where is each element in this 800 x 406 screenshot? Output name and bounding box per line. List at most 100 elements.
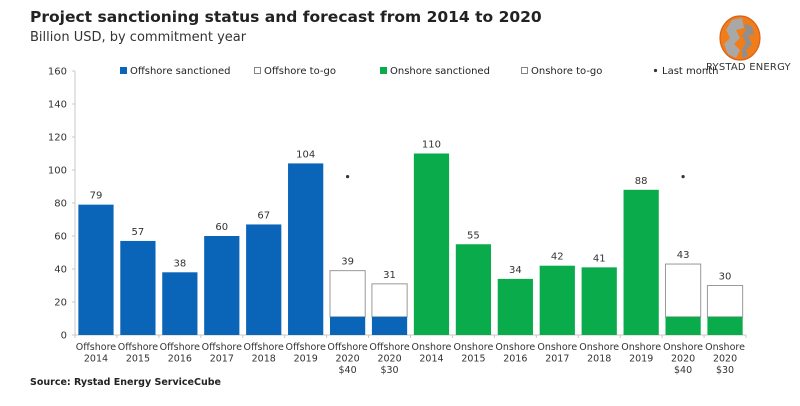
data-label: 39 (341, 257, 354, 268)
x-tick-label: $40 (339, 365, 357, 376)
chart-subtitle: Billion USD, by commitment year (30, 30, 247, 45)
last-month-marker (345, 175, 350, 179)
x-tick-label: $30 (380, 365, 398, 376)
x-tick-label: 2020 (377, 354, 401, 365)
bar-sanctioned (246, 224, 282, 335)
x-tick-label: Offshore (285, 342, 326, 353)
legend-swatch (521, 67, 528, 74)
data-label: 38 (173, 258, 186, 269)
x-tick-label: $40 (674, 365, 692, 376)
x-tick-label: Onshore (537, 342, 577, 353)
data-label: 43 (677, 250, 690, 261)
data-label: 60 (215, 222, 228, 233)
data-label: 55 (467, 230, 480, 241)
x-tick-label: 2018 (252, 354, 276, 365)
x-tick-label: 2015 (461, 354, 485, 365)
last-month-marker (681, 175, 685, 179)
bar-sanctioned (329, 316, 366, 335)
bar-sanctioned (162, 272, 198, 335)
x-tick-label: Onshore (495, 342, 535, 353)
bar-sanctioned (497, 278, 533, 335)
x-tick-label: Onshore (453, 342, 493, 353)
data-label: 88 (635, 176, 648, 187)
bar-sanctioned (623, 189, 659, 335)
source-note: Source: Rystad Energy ServiceCube (30, 377, 221, 388)
y-tick-label: 160 (48, 67, 67, 78)
globe-logo-icon (719, 15, 761, 61)
legend-label: Onshore to-go (531, 66, 602, 77)
x-tick-label: Offshore (244, 342, 285, 353)
y-tick-label: 100 (48, 166, 67, 177)
x-tick-label: Offshore (76, 342, 117, 353)
data-label: 42 (551, 252, 564, 263)
x-tick-label: 2019 (629, 354, 653, 365)
bar-sanctioned (665, 316, 701, 335)
x-tick-label: Onshore (412, 342, 452, 353)
data-label: 104 (296, 149, 315, 160)
legend-swatch (254, 67, 261, 74)
data-label: 41 (593, 253, 606, 264)
y-tick-label: 40 (54, 265, 67, 276)
x-tick-label: Offshore (202, 342, 243, 353)
bar-sanctioned (78, 204, 114, 335)
legend-item: Last month (653, 66, 718, 77)
legend-swatch (120, 67, 127, 74)
x-tick-label: Onshore (579, 342, 619, 353)
data-label: 31 (383, 270, 396, 281)
x-tick-label: 2016 (168, 354, 192, 365)
x-tick-label: 2017 (545, 354, 569, 365)
bar-sanctioned (455, 244, 492, 335)
y-tick-label: 60 (54, 232, 67, 243)
bar-sanctioned (581, 267, 617, 335)
data-label: 57 (132, 227, 145, 238)
legend-label: Offshore to-go (264, 66, 336, 77)
data-label: 30 (719, 272, 732, 283)
y-tick-label: 0 (61, 331, 67, 342)
bar-to-go (706, 285, 744, 318)
x-tick-label: 2020 (713, 354, 737, 365)
data-label: 79 (90, 191, 103, 202)
bar-to-go (371, 283, 408, 318)
bar-sanctioned (120, 240, 156, 335)
bar-to-go (329, 270, 366, 318)
data-label: 34 (509, 265, 522, 276)
bar-sanctioned (413, 153, 450, 335)
x-tick-label: Onshore (705, 342, 745, 353)
legend-label: Onshore sanctioned (390, 66, 490, 77)
x-tick-label: 2019 (294, 354, 318, 365)
legend-label: Last month (662, 66, 718, 77)
y-tick-label: 140 (48, 100, 67, 111)
bar-sanctioned (204, 236, 240, 335)
bar-to-go (664, 263, 702, 318)
x-tick-label: 2020 (336, 354, 360, 365)
x-tick-label: Offshore (118, 342, 159, 353)
legend-swatch (380, 67, 387, 74)
legend-dot (653, 68, 658, 73)
x-tick-label: 2014 (84, 354, 108, 365)
brand-name: RYSTAD ENERGY (706, 62, 791, 73)
x-tick-label: 2015 (126, 354, 150, 365)
y-tick-label: 120 (48, 133, 67, 144)
x-tick-label: 2016 (503, 354, 527, 365)
chart-title: Project sanctioning status and forecast … (30, 8, 542, 26)
bar-sanctioned (539, 265, 575, 335)
legend-item: Offshore to-go (254, 66, 336, 77)
x-tick-label: Onshore (663, 342, 703, 353)
bar-sanctioned (371, 316, 408, 335)
x-tick-label: Onshore (621, 342, 661, 353)
x-tick-label: 2018 (587, 354, 611, 365)
legend-item: Onshore to-go (521, 66, 602, 77)
x-tick-label: Offshore (327, 342, 368, 353)
x-tick-label: 2014 (419, 354, 443, 365)
x-tick-label: 2017 (210, 354, 234, 365)
legend-item: Offshore sanctioned (120, 66, 230, 77)
legend-item: Onshore sanctioned (380, 66, 490, 77)
x-tick-label: Offshore (160, 342, 201, 353)
legend-label: Offshore sanctioned (130, 66, 230, 77)
y-tick-label: 20 (54, 298, 67, 309)
data-label: 110 (422, 140, 441, 151)
data-label: 67 (257, 210, 270, 221)
bar-sanctioned (707, 316, 743, 335)
y-tick-label: 80 (54, 199, 67, 210)
